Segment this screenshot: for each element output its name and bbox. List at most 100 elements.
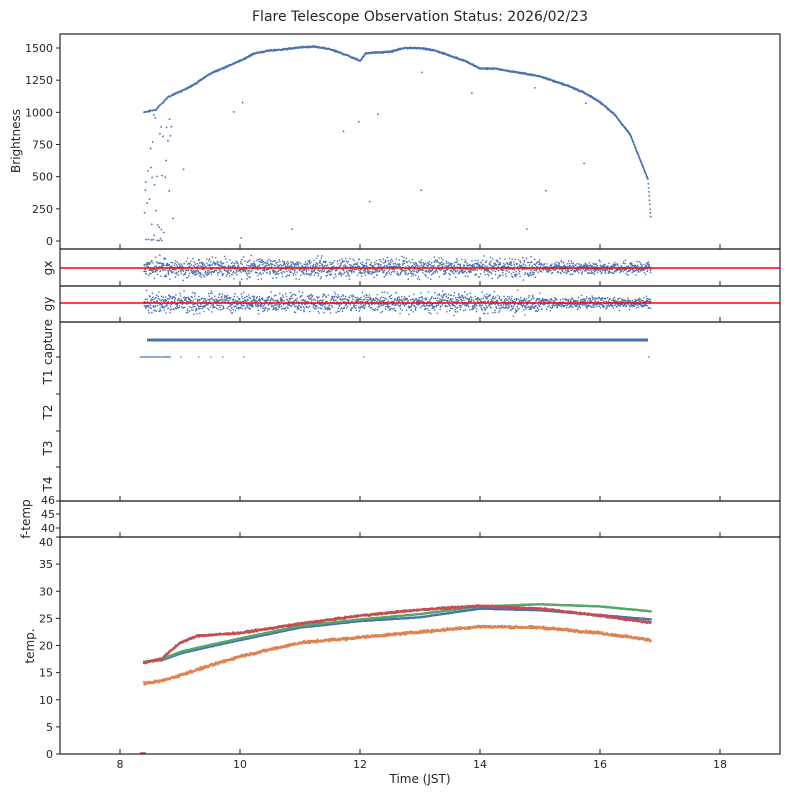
gx-point	[351, 272, 353, 274]
gy-point	[170, 296, 172, 298]
gx-point	[294, 271, 296, 273]
gx-point	[429, 272, 431, 274]
gy-point	[184, 296, 186, 298]
gy-point	[354, 297, 356, 299]
gx-point	[305, 261, 307, 263]
gy-point	[168, 307, 170, 309]
gx-point	[648, 261, 650, 263]
gx-point	[644, 269, 646, 271]
gy-point	[211, 292, 213, 294]
gy-point	[189, 310, 191, 312]
gx-point	[412, 262, 414, 264]
gx-point	[155, 256, 157, 258]
gy-point	[241, 293, 243, 295]
gx-point	[302, 270, 304, 272]
gy-point	[375, 299, 377, 301]
gx-point	[174, 264, 176, 266]
gx-point	[287, 261, 289, 263]
gy-point	[302, 306, 304, 308]
gy-point	[406, 298, 408, 300]
gx-point	[523, 263, 525, 265]
gx-point	[334, 260, 336, 262]
gy-point	[252, 296, 254, 298]
gy-point	[300, 307, 302, 309]
gx-point	[303, 272, 305, 274]
gx-point	[276, 277, 278, 279]
gy-point	[384, 291, 386, 293]
gx-point	[151, 260, 153, 262]
gx-point	[456, 258, 458, 260]
gx-point	[541, 264, 543, 266]
gx-point	[361, 275, 363, 277]
gx-point	[290, 271, 292, 273]
gx-point	[413, 263, 415, 265]
gy-point	[254, 296, 256, 298]
gy-point	[428, 309, 430, 311]
gx-point	[168, 271, 170, 273]
gx-point	[534, 270, 536, 272]
gx-point	[247, 275, 249, 277]
gx-point	[259, 261, 261, 263]
gx-point	[516, 274, 518, 276]
gx-point	[584, 270, 586, 272]
gx-point	[439, 276, 441, 278]
gx-point	[360, 262, 362, 264]
gy-point	[381, 292, 383, 294]
gy-point	[410, 299, 412, 301]
gx-point	[635, 274, 637, 276]
gx-point	[412, 265, 414, 267]
gy-point	[151, 312, 153, 314]
gx-point	[321, 255, 323, 257]
gy-point	[296, 300, 298, 302]
gx-point	[445, 272, 447, 274]
gx-point	[487, 273, 489, 275]
gx-point	[479, 265, 481, 267]
brightness-point	[161, 240, 163, 242]
gy-point	[360, 299, 362, 301]
gy-point	[208, 295, 210, 297]
gy-point	[219, 306, 221, 308]
gx-point	[284, 263, 286, 265]
gx-point	[534, 259, 536, 261]
gx-point	[477, 270, 479, 272]
gx-point	[241, 263, 243, 265]
gx-point	[280, 264, 282, 266]
gx-point	[200, 274, 202, 276]
gy-point	[322, 301, 324, 303]
gx-point	[627, 274, 629, 276]
gx-point	[210, 261, 212, 263]
gx-point	[415, 274, 417, 276]
brightness-point	[146, 202, 148, 204]
gx-point	[183, 270, 185, 272]
brightness-point	[154, 184, 156, 186]
gy-point	[177, 304, 179, 306]
gx-point	[369, 273, 371, 275]
gx-point	[226, 275, 228, 277]
gy-point	[173, 309, 175, 311]
gy-point	[280, 297, 282, 299]
gy-point	[248, 294, 250, 296]
gx-point	[518, 273, 520, 275]
gx-point	[543, 269, 545, 271]
gx-point	[560, 273, 562, 275]
gx-point	[358, 269, 360, 271]
gx-point	[279, 261, 281, 263]
gx-point	[278, 259, 280, 261]
gy-point	[187, 312, 189, 314]
gx-point	[317, 264, 319, 266]
gx-point	[446, 260, 448, 262]
gy-point	[277, 299, 279, 301]
gy-point	[317, 297, 319, 299]
gy-point	[157, 300, 159, 302]
gy-point	[183, 290, 185, 292]
gy-point	[321, 308, 323, 310]
gx-point	[174, 262, 176, 264]
gx-point	[383, 276, 385, 278]
gx-point	[429, 261, 431, 263]
gx-point	[406, 261, 408, 263]
gy-point	[159, 299, 161, 301]
gy-point	[372, 308, 374, 310]
gx-point	[426, 270, 428, 272]
brightness-point	[650, 216, 652, 218]
gx-point	[262, 272, 264, 274]
